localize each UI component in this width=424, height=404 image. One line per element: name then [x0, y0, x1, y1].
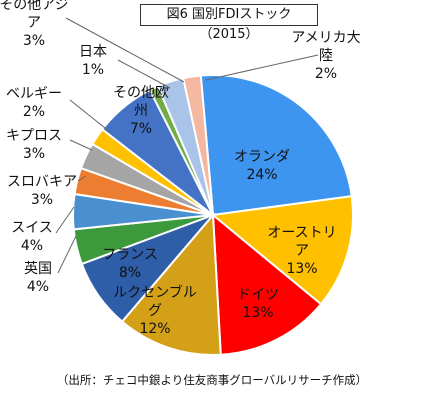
- slice-label: オランダ 24%: [234, 149, 290, 183]
- slice-label: 日本 1%: [79, 44, 107, 78]
- leader-line: [57, 235, 77, 274]
- slice-label: フランス 8%: [102, 247, 158, 281]
- leader-line: [55, 206, 75, 234]
- source-note: （出所：チェコ中銀より住友商事グローバルリサーチ作成）: [56, 373, 368, 387]
- leader-line: [77, 175, 87, 182]
- slice-label: スイス 4%: [11, 220, 53, 254]
- leader-line: [205, 54, 319, 81]
- slice-label: ドイツ 13%: [237, 287, 279, 321]
- leader-line: [65, 17, 185, 83]
- pie-slice: [182, 74, 214, 216]
- slice-label: その他欧州 7%: [113, 85, 169, 137]
- pie-slice: [210, 195, 355, 306]
- slice-label: ベルギー 2%: [6, 86, 62, 120]
- pie-slice: [211, 212, 323, 356]
- leader-line: [117, 59, 171, 89]
- slice-label: スロバキア 3%: [7, 174, 77, 208]
- chart-title: 図6 国別FDIストック（2015）: [140, 4, 318, 42]
- slice-label: アメリカ大陸 2%: [291, 30, 360, 82]
- leader-line: [69, 99, 111, 133]
- pie-slice: [120, 212, 222, 356]
- slice-label: 英国 4%: [24, 260, 52, 295]
- slice-label: ルクセンブルグ 12%: [113, 284, 197, 337]
- slice-label: オーストリア 13%: [267, 225, 336, 277]
- slice-label: その他アジア 3%: [0, 0, 69, 49]
- slice-label: キプロス 3%: [6, 128, 62, 162]
- pie-slice: [199, 74, 353, 217]
- leader-line: [69, 139, 93, 151]
